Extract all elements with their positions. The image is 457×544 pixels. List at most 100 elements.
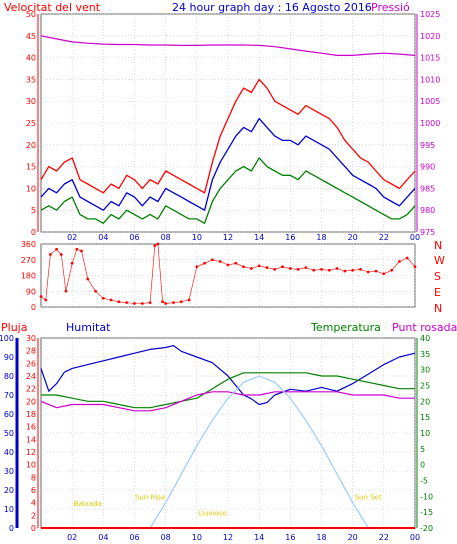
pressure-y-tick: 980 <box>420 206 435 215</box>
wind-x-tick-10: 10 <box>192 233 202 242</box>
wind-y-tick: 20 <box>26 141 36 150</box>
hum-x-tick-00: 00 <box>410 533 420 542</box>
temperature-y-tick: 30 <box>420 366 430 375</box>
chart-title: 24 hour graph day : 16 Agosto 2016 <box>172 1 372 14</box>
wind-x-tick-08: 08 <box>161 233 171 242</box>
rain-y-tick: 16 <box>26 423 36 432</box>
hum-x-tick-18: 18 <box>316 533 326 542</box>
wind-series-mean <box>40 117 416 211</box>
rain-y-tick: 20 <box>26 397 36 406</box>
temperature-y-tick: 15 <box>420 413 430 422</box>
temperature-y-tick: 25 <box>420 382 430 391</box>
temperature-y-tick: 20 <box>420 397 430 406</box>
pressure-y-tick: 1010 <box>420 75 440 84</box>
rain-y-tick: 4 <box>31 499 36 508</box>
direction-y-tick: 180 <box>21 272 36 281</box>
wind-title: Velocitat del vent <box>4 1 101 14</box>
hum-series-solar <box>149 375 369 529</box>
pressure-y-tick: 995 <box>420 141 435 150</box>
humidity-y-tick: 60 <box>4 410 14 419</box>
hum-x-tick-22: 22 <box>379 533 389 542</box>
rain-y-tick: 30 <box>26 334 36 343</box>
annotation-3: Sun Set <box>355 494 382 502</box>
hum-x-tick-16: 16 <box>285 533 295 542</box>
humidity-y-tick: 20 <box>4 486 14 495</box>
wind-x-tick-20: 20 <box>348 233 358 242</box>
temperature-y-tick: -5 <box>420 477 428 486</box>
temperature-label: Temperatura <box>310 321 381 334</box>
temperature-y-tick: 5 <box>420 445 425 454</box>
humidity-y-tick: 10 <box>4 505 14 514</box>
wind-series-pressure <box>40 35 416 57</box>
rain-y-tick: 8 <box>31 473 36 482</box>
annotation-0: Baixada <box>74 500 102 508</box>
direction-y-tick: 360 <box>21 240 36 249</box>
compass-labels: N W S E N <box>434 239 445 315</box>
hum-series-temperature <box>41 372 415 409</box>
direction-trace <box>40 243 416 304</box>
rain-y-tick: 18 <box>26 410 36 419</box>
humidity-y-tick: 100 <box>0 334 14 343</box>
humidity-y-tick: 50 <box>4 429 14 438</box>
humidity-y-tick: 90 <box>4 353 14 362</box>
temperature-y-tick: -10 <box>420 492 433 501</box>
pressure-title: Pressió <box>371 1 410 14</box>
pressure-y-tick: 1005 <box>420 97 440 106</box>
wind-y-tick: 30 <box>26 97 36 106</box>
rain-y-tick: 28 <box>26 347 36 356</box>
wind-y-tick: 15 <box>26 163 36 172</box>
rain-y-tick: 22 <box>26 385 36 394</box>
compass-label-w: W <box>434 254 445 267</box>
wind-y-tick: 10 <box>26 184 36 193</box>
pressure-y-tick: 1025 <box>420 10 440 19</box>
temperature-y-tick: 35 <box>420 350 430 359</box>
annotation-2: Lluvioso <box>198 509 227 517</box>
hum-x-tick-04: 04 <box>98 533 108 542</box>
humidity-y-tick: 70 <box>4 391 14 400</box>
humidity-y-tick: 0 <box>9 524 14 533</box>
wind-x-tick-00: 00 <box>410 233 420 242</box>
annotation-1: Sun Rise <box>135 494 165 502</box>
pressure-y-tick: 975 <box>420 228 435 237</box>
wind-series-gust <box>40 78 416 194</box>
hum-x-tick-06: 06 <box>129 533 139 542</box>
wind-y-tick: 35 <box>26 75 36 84</box>
wind-y-tick: 50 <box>26 10 36 19</box>
rain-label: Pluja <box>1 321 27 334</box>
temperature-y-tick: -20 <box>420 524 433 533</box>
wind-y-tick: 25 <box>26 119 36 128</box>
wind-y-tick: 5 <box>31 206 36 215</box>
wind-series-min <box>40 157 416 224</box>
wind-x-tick-12: 12 <box>223 233 233 242</box>
humidity-label: Humitat <box>66 321 111 334</box>
wind-y-tick: 45 <box>26 32 36 41</box>
hum-x-tick-10: 10 <box>192 533 202 542</box>
compass-label-n-bottom: N <box>434 302 442 315</box>
rain-y-tick: 2 <box>31 511 36 520</box>
pressure-y-tick: 1000 <box>420 119 440 128</box>
hum-x-tick-14: 14 <box>254 533 264 542</box>
wind-y-tick: 40 <box>26 54 36 63</box>
wind-y-tick: 0 <box>31 228 36 237</box>
rain-y-tick: 14 <box>26 435 36 444</box>
hum-x-tick-20: 20 <box>348 533 358 542</box>
temperature-y-tick: -15 <box>420 508 433 517</box>
rain-y-tick: 0 <box>31 524 36 533</box>
hum-x-tick-02: 02 <box>67 533 77 542</box>
hum-series-dewpoint <box>40 391 415 412</box>
wind-x-tick-04: 04 <box>98 233 108 242</box>
pressure-y-tick: 990 <box>420 163 435 172</box>
wind-x-tick-22: 22 <box>379 233 389 242</box>
compass-label-n-top: N <box>434 239 442 252</box>
rain-y-tick: 10 <box>26 461 36 470</box>
dewpoint-label: Punt rosada <box>392 321 457 334</box>
rain-y-tick: 6 <box>31 486 36 495</box>
pressure-y-tick: 1020 <box>420 32 440 41</box>
pressure-y-tick: 985 <box>420 184 435 193</box>
wind-x-tick-06: 06 <box>129 233 139 242</box>
rain-y-tick: 12 <box>26 448 36 457</box>
wind-x-tick-18: 18 <box>316 233 326 242</box>
